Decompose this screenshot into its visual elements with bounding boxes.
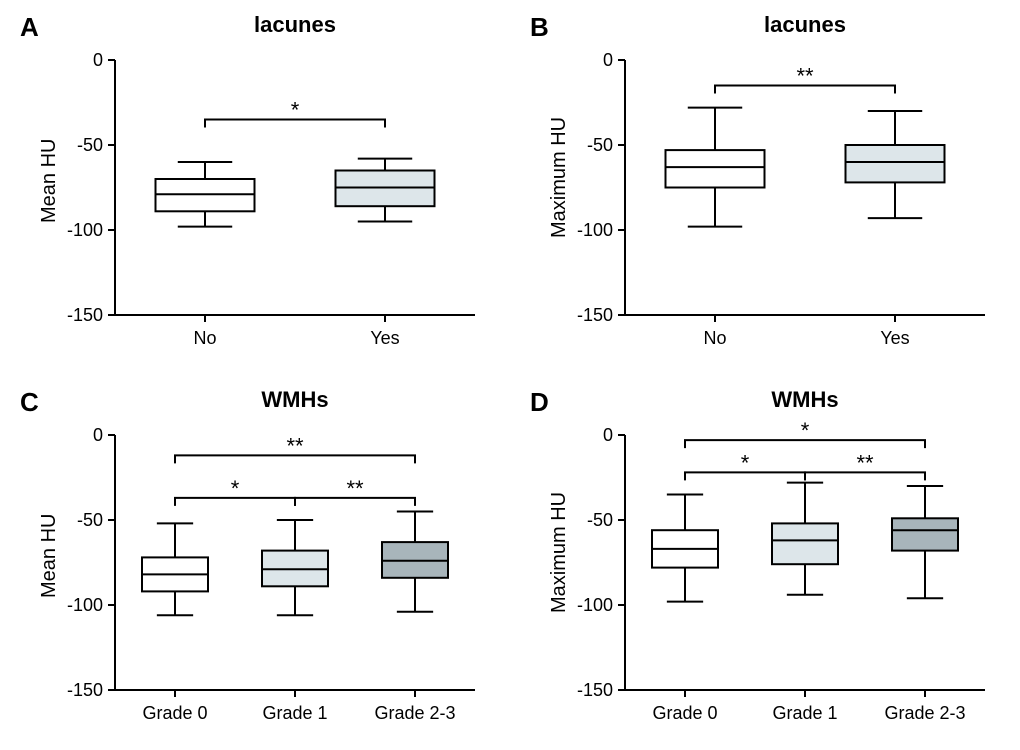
y-tick-label: -100: [67, 220, 103, 240]
figure: Alacunes Mean HU -150 -100 -50 0 No Yes * Blacune…: [0, 0, 1020, 750]
y-tick-label: -100: [577, 220, 613, 240]
panel-title: lacunes: [115, 12, 475, 38]
y-tick-label: 0: [93, 425, 103, 445]
significance-label: *: [801, 418, 810, 443]
panel-title: lacunes: [625, 12, 985, 38]
box: [666, 150, 765, 187]
x-tick-label: Yes: [370, 328, 399, 348]
significance-label: *: [741, 450, 750, 475]
y-axis-label: Maximum HU: [548, 116, 571, 237]
boxplot-svg: -150 -100 -50 0 No Yes *: [0, 0, 510, 375]
y-tick-label: -150: [67, 305, 103, 325]
y-tick-label: -50: [587, 510, 613, 530]
boxplot-svg: -150-100-500Grade 0Grade 1Grade 2-3*****: [0, 375, 510, 750]
y-tick-label: 0: [603, 50, 613, 70]
x-tick-label: Yes: [880, 328, 909, 348]
panel-title: WMHs: [625, 387, 985, 413]
significance-label: *: [291, 98, 300, 123]
y-tick-label: -100: [577, 595, 613, 615]
significance-label: **: [856, 450, 874, 475]
boxplot-svg: -150-100-500Grade 0Grade 1Grade 2-3****: [510, 375, 1020, 750]
panel-b: Blacunes Maximum HU -150 -100 -50 0 No Yes **: [510, 0, 1020, 375]
x-tick-label: Grade 1: [262, 703, 327, 723]
panel-title: WMHs: [115, 387, 475, 413]
panel-c: C WMHs Mean HU -150 -100 -50 0 Grade 0 Grade 1 Gr…: [0, 375, 510, 750]
y-axis-label: Mean HU: [38, 513, 61, 597]
x-tick-label: Grade 1: [772, 703, 837, 723]
y-tick-label: -50: [77, 135, 103, 155]
box: [846, 145, 945, 182]
y-tick-label: 0: [603, 425, 613, 445]
y-tick-label: -150: [577, 680, 613, 700]
box: [772, 523, 838, 564]
y-axis-label: Mean HU: [38, 138, 61, 222]
boxplot-svg: -150 -100 -50 0 No Yes **: [510, 0, 1020, 375]
significance-label: *: [231, 476, 240, 501]
y-tick-label: -50: [77, 510, 103, 530]
significance-label: **: [346, 476, 364, 501]
panel-label: D: [530, 387, 549, 418]
significance-label: **: [286, 433, 304, 458]
y-tick-label: -150: [577, 305, 613, 325]
x-tick-label: Grade 2-3: [884, 703, 965, 723]
y-tick-label: -100: [67, 595, 103, 615]
x-tick-label: Grade 0: [142, 703, 207, 723]
x-tick-label: No: [193, 328, 216, 348]
y-axis-label: Maximum HU: [548, 491, 571, 612]
y-tick-label: -150: [67, 680, 103, 700]
x-tick-label: Grade 0: [652, 703, 717, 723]
x-tick-label: Grade 2-3: [374, 703, 455, 723]
panel-label: B: [530, 12, 549, 43]
panel-d: D WMHs Maximum HU -150 -100 -50 0 Grade 0 Grade …: [510, 375, 1020, 750]
panel-a: Alacunes Mean HU -150 -100 -50 0 No Yes *: [0, 0, 510, 375]
x-tick-label: No: [703, 328, 726, 348]
significance-label: **: [796, 64, 814, 89]
panel-label: A: [20, 12, 39, 43]
y-tick-label: -50: [587, 135, 613, 155]
y-tick-label: 0: [93, 50, 103, 70]
panel-label: C: [20, 387, 39, 418]
box: [892, 518, 958, 550]
